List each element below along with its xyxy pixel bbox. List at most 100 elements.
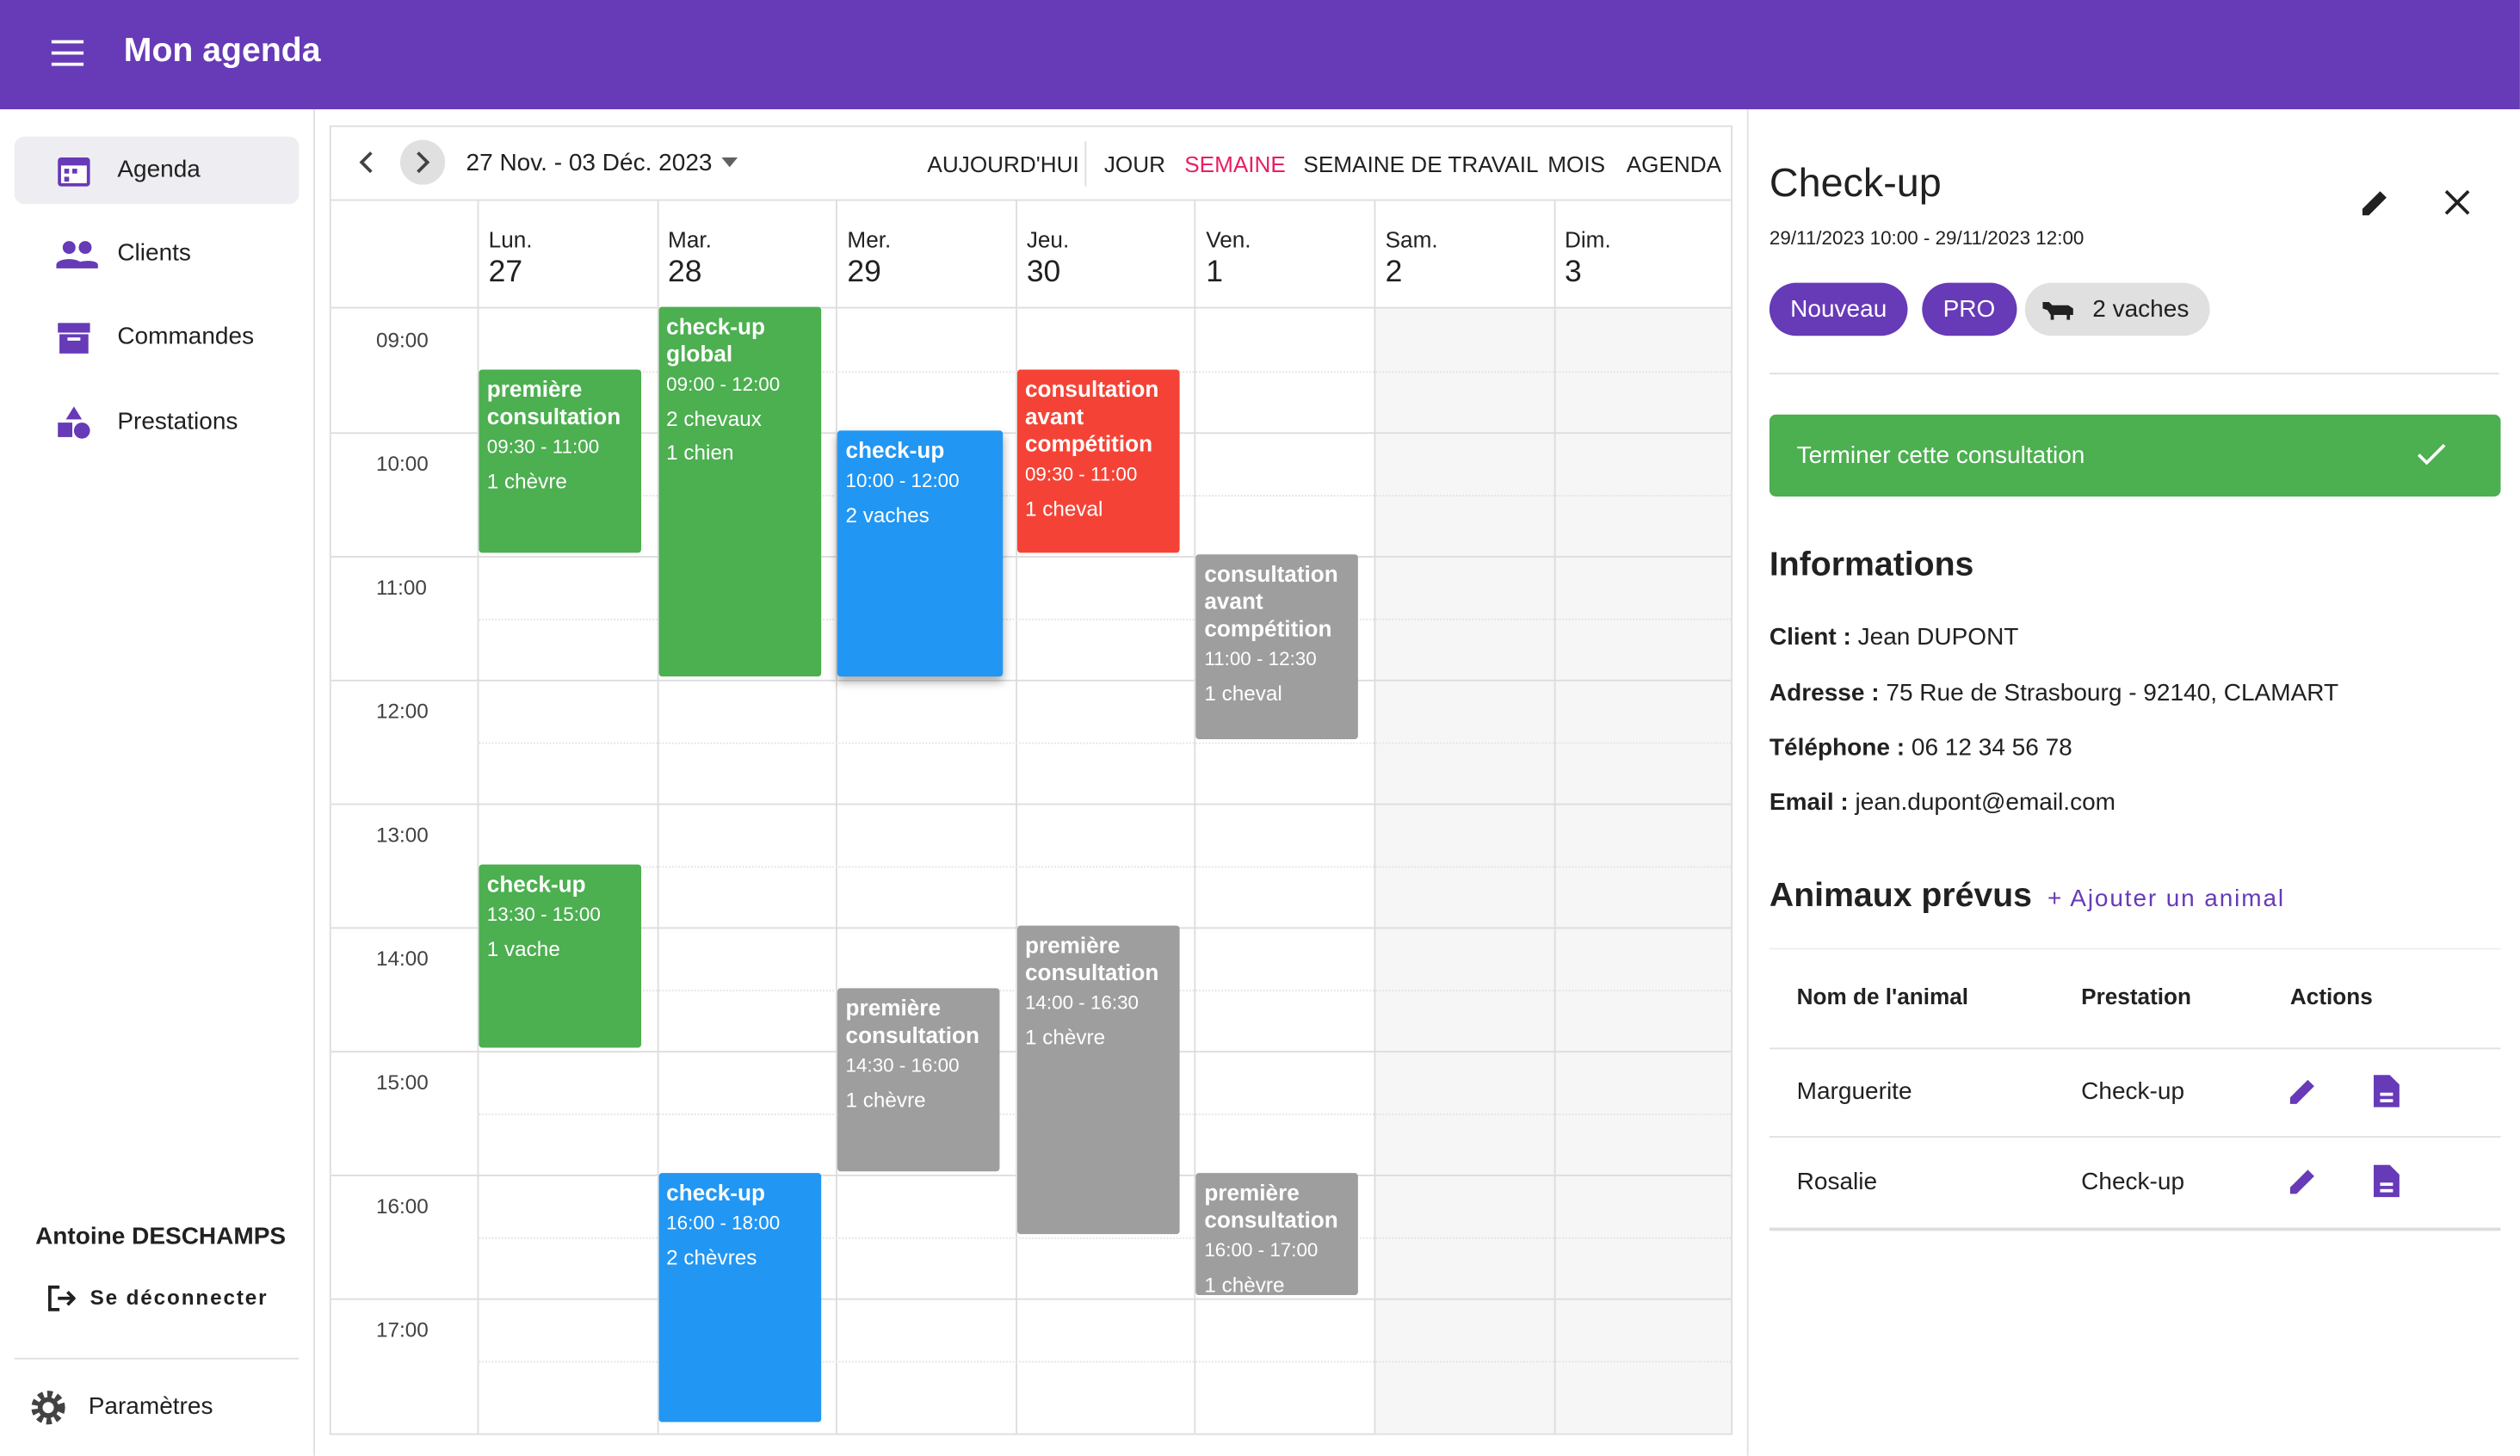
cell: Marguerite [1796, 1077, 1912, 1106]
day-number: 2 [1385, 255, 1403, 290]
check-icon [2417, 443, 2446, 466]
user-name: Antoine DESCHAMPS [35, 1223, 287, 1250]
event-time: 09:30 - 11:00 [486, 435, 600, 458]
button-label: Terminer cette consultation [1796, 441, 2085, 470]
event-time: 16:00 - 18:00 [666, 1211, 781, 1235]
calendar: 27 Nov. - 03 Déc. 2023 AUJOURD'HUI JOUR … [329, 125, 1732, 1435]
hour-label: 11:00 [375, 575, 427, 600]
event-time: 14:00 - 16:30 [1024, 991, 1140, 1015]
event[interactable]: consultation avant compétition 09:30 - 11… [1016, 368, 1180, 553]
day-name: Jeu. [1026, 226, 1070, 253]
divider [1769, 1136, 2501, 1138]
settings-link[interactable]: Paramètres [88, 1392, 213, 1421]
nav-item[interactable]: Commandes [15, 304, 300, 371]
event-detail: 1 chèvre [1204, 1272, 1285, 1296]
event[interactable]: première consultation 14:00 - 16:30 1 chèv… [1016, 925, 1180, 1234]
day-name: Dim. [1564, 226, 1611, 253]
event-title: consultation avant compétition [1024, 375, 1159, 456]
add-animal-button[interactable]: + Ajouter un animal [2047, 885, 2286, 913]
finish-button[interactable]: Terminer cette consultation [1769, 414, 2501, 497]
event-detail: 1 cheval [1024, 496, 1103, 521]
prev-button[interactable] [354, 150, 380, 176]
cell: Check-up [2081, 1077, 2185, 1106]
logout-icon [48, 1285, 76, 1311]
event-title: première consultation [845, 993, 979, 1047]
nav-item[interactable]: Agenda [14, 136, 300, 205]
logout-button[interactable]: Se déconnecter [90, 1285, 269, 1310]
day-header: Jeu. 30 [1015, 201, 1195, 307]
column-header: Prestation [2081, 983, 2192, 1009]
date-range[interactable]: 27 Nov. - 03 Déc. 2023 [466, 149, 713, 177]
edit-button[interactable] [2287, 1165, 2319, 1197]
animals-table: Nom de l'animal Prestation Actions Margu… [1769, 947, 2501, 1231]
dropdown-icon [721, 157, 738, 168]
view-button[interactable]: AGENDA [1626, 151, 1722, 177]
details-panel: Check-up 29/11/2023 10:00 - 29/11/2023 1… [1746, 108, 2520, 1456]
event[interactable]: check-up global 09:00 - 12:00 2 chevaux 1 c… [658, 306, 821, 677]
hour-label: 10:00 [375, 451, 429, 476]
view-button[interactable]: JOUR [1103, 151, 1166, 177]
field: Adresse : 75 Rue de Strasbourg - 92140, … [1770, 680, 2338, 707]
hour-line [330, 803, 1732, 805]
hour-label: 16:00 [375, 1194, 429, 1218]
view-button[interactable]: SEMAINE DE TRAVAIL [1303, 151, 1539, 177]
nav-item[interactable]: Prestations [15, 389, 300, 456]
event-time: 11:00 - 12:30 [1204, 647, 1317, 670]
event[interactable]: première consultation 09:30 - 11:00 1 chèv… [479, 368, 642, 553]
menu-button[interactable] [51, 39, 87, 68]
field-value: jean.dupont@email.com [1855, 788, 2116, 817]
app-bar: Mon agenda [0, 0, 2520, 109]
field-value: 75 Rue de Strasbourg - 92140, CLAMART [1886, 679, 2339, 707]
event[interactable]: check-up 16:00 - 18:00 2 chèvres [658, 1173, 821, 1423]
day-column [477, 308, 657, 1434]
event-detail: 1 chèvre [486, 468, 567, 493]
field: Client : Jean DUPONT [1770, 624, 2019, 651]
day-column [656, 308, 836, 1434]
nav-item[interactable]: Clients [15, 220, 300, 287]
event-title: première consultation [486, 375, 621, 429]
field-label: Email : [1769, 788, 1849, 817]
field-label: Téléphone : [1769, 734, 1905, 762]
document-button[interactable] [2372, 1163, 2401, 1199]
view-button[interactable]: MOIS [1547, 151, 1606, 177]
section-heading: Animaux prévus [1769, 877, 2032, 915]
event-detail: 2 chevaux [666, 406, 762, 431]
view-button[interactable]: SEMAINE [1184, 151, 1286, 177]
field: Téléphone : 06 12 34 56 78 [1770, 734, 2072, 762]
next-button[interactable] [399, 139, 446, 185]
divider [14, 1357, 300, 1360]
day-column [1374, 308, 1553, 1434]
event-detail: 2 chèvres [666, 1245, 757, 1270]
hour-label: 17:00 [375, 1317, 429, 1342]
column-header: Nom de l'animal [1796, 983, 1969, 1009]
day-number: 1 [1206, 255, 1223, 290]
event[interactable]: première consultation 14:30 - 16:00 1 chèv… [837, 987, 1000, 1172]
event[interactable]: consultation avant compétition 11:00 - 12… [1196, 554, 1359, 739]
event-detail: 1 cheval [1204, 681, 1282, 706]
event-detail: 1 chèvre [845, 1087, 926, 1112]
cell: Check-up [2081, 1168, 2185, 1196]
day-header: Lun. 27 [477, 201, 658, 307]
cow-icon [2042, 302, 2073, 320]
document-button[interactable] [2372, 1073, 2401, 1108]
event[interactable]: check-up 13:30 - 15:00 1 vache [479, 863, 642, 1048]
edit-button[interactable] [2287, 1075, 2319, 1107]
nav-label: Commandes [117, 323, 255, 351]
day-header: Mar. 28 [656, 201, 837, 307]
event[interactable]: première consultation 16:00 - 17:00 1 chèv… [1196, 1173, 1359, 1296]
half-hour-line [477, 1360, 1732, 1362]
details-title: Check-up [1769, 160, 1942, 207]
event-time: 09:30 - 11:00 [1024, 461, 1138, 484]
event-title: check-up global [666, 313, 765, 367]
event[interactable]: check-up 10:00 - 12:00 2 vaches [837, 430, 1004, 677]
app-title: Mon agenda [123, 32, 321, 70]
view-button[interactable]: AUJOURD'HUI [927, 151, 1079, 177]
nav-label: Clients [117, 239, 191, 267]
event-time: 16:00 - 17:00 [1204, 1238, 1319, 1262]
event-detail: 1 chien [666, 441, 734, 466]
edit-button[interactable] [2359, 187, 2391, 219]
field-value: 06 12 34 56 78 [1911, 734, 2072, 762]
close-button[interactable] [2444, 189, 2470, 215]
day-name: Mar. [668, 226, 712, 253]
